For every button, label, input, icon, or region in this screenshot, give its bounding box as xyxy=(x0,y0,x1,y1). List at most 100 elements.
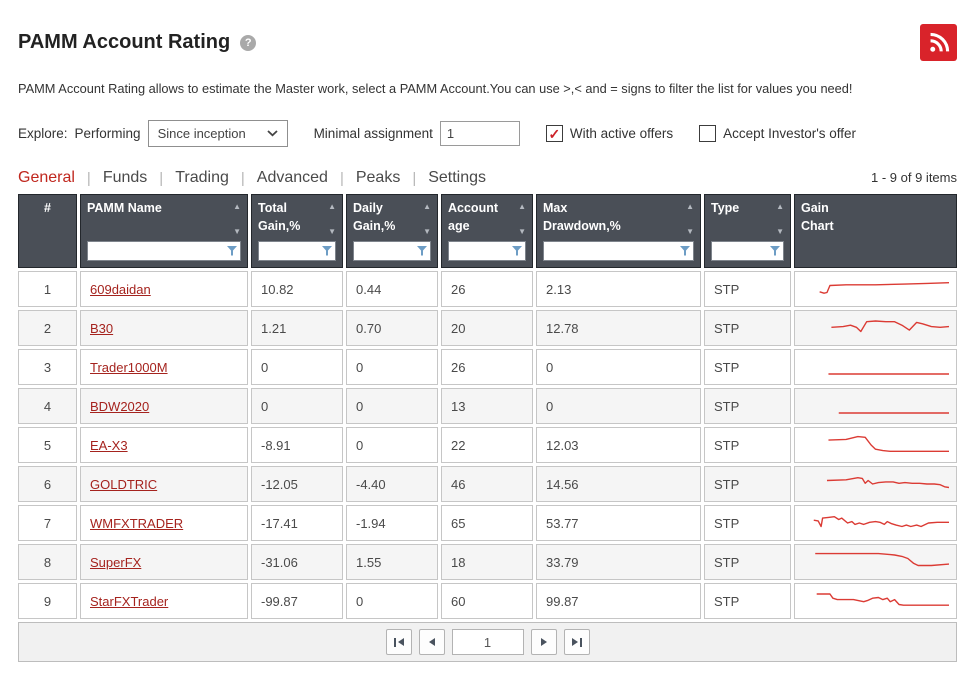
gain-chart-cell xyxy=(794,427,957,463)
total-gain-cell: -99.87 xyxy=(251,583,343,619)
max-drawdown-cell: 2.13 xyxy=(536,271,701,307)
accept-investors-offer-label: Accept Investor's offer xyxy=(723,126,857,141)
next-page-icon xyxy=(540,638,547,646)
tab-general[interactable]: General xyxy=(18,169,75,186)
column-header-name[interactable]: PAMM Name ▲ ▼ xyxy=(80,194,248,268)
column-header-total_gain[interactable]: Total Gain,% ▲ ▼ xyxy=(251,194,343,268)
gain-sparkline xyxy=(802,353,949,381)
accept-investors-offer-checkbox[interactable]: ✓ Accept Investor's offer xyxy=(699,125,856,142)
gain-chart-cell xyxy=(794,544,957,580)
last-page-button[interactable] xyxy=(563,629,590,655)
sort-asc-icon[interactable]: ▲ xyxy=(233,202,241,211)
total-gain-cell: 0 xyxy=(251,349,343,385)
pamm-rating-page: PAMM Account Rating ? PAMM Account Ratin… xyxy=(18,24,957,662)
max-drawdown-cell: 0 xyxy=(536,388,701,424)
type-cell: STP xyxy=(704,505,791,541)
sort-asc-icon[interactable]: ▲ xyxy=(776,202,784,211)
max-drawdown-cell: 33.79 xyxy=(536,544,701,580)
pamm-name-link[interactable]: GOLDTRIC xyxy=(90,476,158,492)
gain-sparkline xyxy=(802,509,949,537)
total-gain-cell: -12.05 xyxy=(251,466,343,502)
with-active-offers-checkbox[interactable]: ✓ With active offers xyxy=(545,125,673,142)
checkbox-box[interactable]: ✓ xyxy=(545,125,563,142)
pamm-name-cell: BDW2020 xyxy=(80,388,248,424)
type-cell: STP xyxy=(704,427,791,463)
filter-funnel-icon xyxy=(227,246,237,256)
gain-chart-cell xyxy=(794,310,957,346)
performing-select-value: Since inception xyxy=(157,126,246,141)
gain-chart-cell xyxy=(794,271,957,307)
pamm-name-link[interactable]: B30 xyxy=(90,320,114,336)
sort-asc-icon[interactable]: ▲ xyxy=(518,202,526,211)
tab-peaks[interactable]: Peaks xyxy=(355,169,401,186)
type-cell: STP xyxy=(704,388,791,424)
gain-sparkline xyxy=(802,470,949,498)
pamm-name-cell: StarFXTrader xyxy=(80,583,248,619)
column-header-age[interactable]: Account age ▲ ▼ xyxy=(441,194,533,268)
pamm-name-link[interactable]: WMFXTRADER xyxy=(90,515,184,531)
sort-asc-icon[interactable]: ▲ xyxy=(328,202,336,211)
tab-separator: | xyxy=(339,169,344,187)
gain-chart-cell xyxy=(794,388,957,424)
pamm-name-link[interactable]: BDW2020 xyxy=(90,398,150,414)
type-cell: STP xyxy=(704,271,791,307)
sort-desc-icon[interactable]: ▼ xyxy=(518,227,526,236)
sort-desc-icon[interactable]: ▼ xyxy=(233,227,241,236)
prev-page-button[interactable] xyxy=(418,629,445,655)
pamm-name-link[interactable]: 609daidan xyxy=(90,281,151,297)
column-header-type[interactable]: Type ▲ ▼ xyxy=(704,194,791,268)
tab-separator: | xyxy=(159,169,164,187)
prev-page-icon xyxy=(428,638,435,646)
performing-label: Performing xyxy=(74,126,141,141)
performing-select[interactable]: Since inception xyxy=(147,120,288,147)
column-header-daily_gain[interactable]: Daily Gain,% ▲ ▼ xyxy=(346,194,438,268)
next-page-button[interactable] xyxy=(530,629,557,655)
sort-desc-icon[interactable]: ▼ xyxy=(328,227,336,236)
filter-input-age[interactable] xyxy=(448,241,526,261)
max-drawdown-cell: 0 xyxy=(536,349,701,385)
sort-desc-icon[interactable]: ▼ xyxy=(423,227,431,236)
daily-gain-cell: 1.55 xyxy=(346,544,438,580)
type-cell: STP xyxy=(704,310,791,346)
total-gain-cell: -31.06 xyxy=(251,544,343,580)
tab-funds[interactable]: Funds xyxy=(102,169,148,186)
minimal-assignment-input[interactable] xyxy=(439,121,520,146)
first-page-icon xyxy=(397,638,404,646)
sort-desc-icon[interactable]: ▼ xyxy=(686,227,694,236)
pamm-name-link[interactable]: SuperFX xyxy=(90,554,142,570)
gain-sparkline xyxy=(802,431,949,459)
type-cell: STP xyxy=(704,544,791,580)
account-age-cell: 20 xyxy=(441,310,533,346)
tab-advanced[interactable]: Advanced xyxy=(256,169,328,186)
row-number-cell: 9 xyxy=(18,583,77,619)
sort-asc-icon[interactable]: ▲ xyxy=(423,202,431,211)
row-number-cell: 6 xyxy=(18,466,77,502)
filter-controls: Explore: Performing Since inception Mini… xyxy=(18,120,957,147)
pagination xyxy=(18,622,957,662)
filter-input-total_gain[interactable] xyxy=(258,241,336,261)
tab-settings[interactable]: Settings xyxy=(428,169,487,186)
sort-desc-icon[interactable]: ▼ xyxy=(776,227,784,236)
page-number-input[interactable] xyxy=(451,629,524,655)
last-page-icon xyxy=(571,638,578,646)
pamm-name-link[interactable]: Trader1000M xyxy=(90,359,168,375)
column-label-name: PAMM Name xyxy=(87,201,162,215)
daily-gain-cell: -4.40 xyxy=(346,466,438,502)
page-description: PAMM Account Rating allows to estimate t… xyxy=(18,81,853,96)
column-header-max_drawdown[interactable]: Max Drawdown,% ▲ ▼ xyxy=(536,194,701,268)
filter-input-daily_gain[interactable] xyxy=(353,241,431,261)
filter-input-name[interactable] xyxy=(87,241,241,261)
filter-input-type[interactable] xyxy=(711,241,784,261)
explore-label: Explore: xyxy=(18,126,68,141)
help-icon[interactable]: ? xyxy=(240,34,257,51)
pamm-name-link[interactable]: EA-X3 xyxy=(90,437,128,453)
tab-trading[interactable]: Trading xyxy=(175,169,229,186)
column-label-num: # xyxy=(44,201,51,215)
pamm-name-link[interactable]: StarFXTrader xyxy=(90,593,169,609)
rss-icon[interactable] xyxy=(920,24,957,61)
checkbox-box[interactable]: ✓ xyxy=(699,125,717,142)
first-page-button[interactable] xyxy=(385,629,412,655)
gain-sparkline xyxy=(802,392,949,420)
filter-input-max_drawdown[interactable] xyxy=(543,241,694,261)
sort-asc-icon[interactable]: ▲ xyxy=(686,202,694,211)
